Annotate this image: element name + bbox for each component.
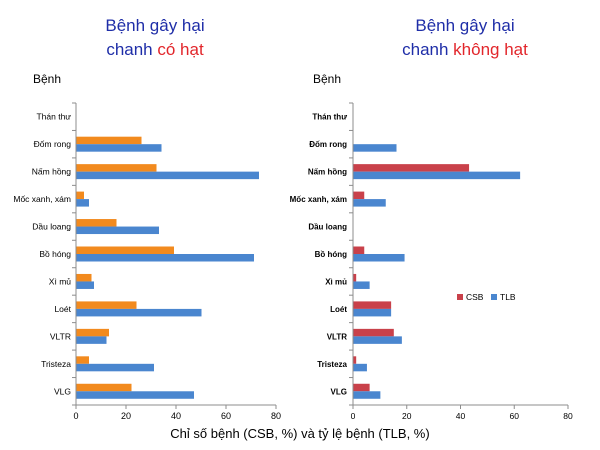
left-bar-csb <box>76 136 142 145</box>
right-title: Bệnh gây hại chanh không hạt <box>355 14 575 62</box>
left-title-line2-b: có hạt <box>157 40 204 59</box>
left-bar-tlb <box>76 308 202 317</box>
left-bar-tlb <box>76 171 259 180</box>
left-title-line1: Bệnh gây hại <box>105 16 205 35</box>
left-category-label: Tristeza <box>41 359 71 369</box>
right-category-label: Xì mủ <box>325 277 347 286</box>
left-bar-tlb <box>76 336 107 344</box>
right-bar-tlb <box>353 144 397 152</box>
left-category-label: Đốm rong <box>34 139 72 149</box>
left-x-tick-label: 60 <box>221 411 231 421</box>
left-bar-csb <box>76 301 137 309</box>
right-bar-csb <box>353 356 357 364</box>
right-x-tick-label: 80 <box>563 411 573 421</box>
left-category-label: Bồ hóng <box>39 249 71 259</box>
left-category-label: Loét <box>54 304 71 314</box>
left-bar-tlb <box>76 199 89 207</box>
left-x-tick-label: 80 <box>271 411 281 421</box>
right-bar-tlb <box>353 363 367 372</box>
right-bar-tlb <box>353 391 381 399</box>
left-bar-tlb <box>76 144 162 152</box>
left-bar-csb <box>76 383 132 392</box>
left-x-tick-label: 0 <box>73 411 78 421</box>
right-x-tick-label: 0 <box>351 411 356 421</box>
left-x-tick-label: 40 <box>171 411 181 421</box>
right-bar-csb <box>353 301 392 309</box>
right-category-label: Thán thư <box>312 113 347 122</box>
right-legend-swatch <box>457 294 463 300</box>
right-bar-csb <box>353 246 365 254</box>
right-category-label: Nấm hồng <box>308 168 347 177</box>
right-bar-tlb <box>353 308 392 317</box>
right-x-tick-label: 40 <box>456 411 466 421</box>
left-x-tick-label: 20 <box>121 411 131 421</box>
left-bar-tlb <box>76 363 154 372</box>
right-category-label: Đốm rong <box>309 140 347 149</box>
left-bar-tlb <box>76 254 254 262</box>
right-legend-label: CSB <box>466 292 484 302</box>
right-title-line2-a: chanh <box>402 40 454 59</box>
right-bar-csb <box>353 328 394 337</box>
right-x-tick-label: 60 <box>510 411 520 421</box>
left-category-label: VLG <box>54 386 71 396</box>
right-title-line2: chanh không hạt <box>355 38 575 62</box>
left-bar-tlb <box>76 281 94 289</box>
left-bar-csb <box>76 191 84 200</box>
right-category-label: Tristeza <box>317 360 347 369</box>
left-bar-csb <box>76 328 109 337</box>
right-category-label: Bồ hóng <box>315 250 348 259</box>
right-bar-csb <box>353 164 470 172</box>
left-category-label: Xì mủ <box>49 276 71 286</box>
left-category-label: VLTR <box>50 331 71 341</box>
right-category-label: Mốc xanh, xám <box>290 195 347 204</box>
left-bar-csb <box>76 219 117 227</box>
left-bar-csb <box>76 246 174 254</box>
right-bar-tlb <box>353 171 521 180</box>
right-category-label: VLG <box>331 387 347 396</box>
right-bar-csb <box>353 383 370 392</box>
left-title-line2: chanh có hạt <box>40 38 270 62</box>
right-bar-tlb <box>353 254 405 262</box>
left-bar-csb <box>76 356 89 364</box>
left-title-line2-a: chanh <box>106 40 158 59</box>
left-category-label: Nấm hồng <box>32 167 71 177</box>
x-axis-label: Chỉ số bệnh (CSB, %) và tỷ lệ bệnh (TLB,… <box>170 426 430 441</box>
left-category-label: Dầu loang <box>32 222 71 232</box>
right-category-label: Loét <box>330 305 347 314</box>
right-x-tick-label: 20 <box>402 411 412 421</box>
right-bar-csb <box>353 191 365 200</box>
right-title-line1: Bệnh gây hại <box>415 16 515 35</box>
left-y-axis-title: Bệnh <box>33 72 61 86</box>
right-bar-tlb <box>353 281 370 289</box>
left-bar-tlb <box>76 391 194 399</box>
left-bar-csb <box>76 273 92 282</box>
left-category-label: Thán thư <box>36 112 71 122</box>
right-bar-csb <box>353 273 357 282</box>
left-bar-csb <box>76 164 157 172</box>
left-category-label: Mốc xanh, xám <box>13 194 71 204</box>
right-legend-swatch <box>491 294 497 300</box>
right-legend-label: TLB <box>500 292 516 302</box>
right-y-axis-title: Bệnh <box>313 72 341 86</box>
right-category-label: Dầu loang <box>308 223 347 232</box>
left-title: Bệnh gây hại chanh có hạt <box>40 14 270 62</box>
left-bar-tlb <box>76 226 159 235</box>
right-bar-tlb <box>353 199 386 207</box>
right-bar-tlb <box>353 336 402 344</box>
right-category-label: VLTR <box>327 332 348 341</box>
right-title-line2-b: không hạt <box>453 40 528 59</box>
